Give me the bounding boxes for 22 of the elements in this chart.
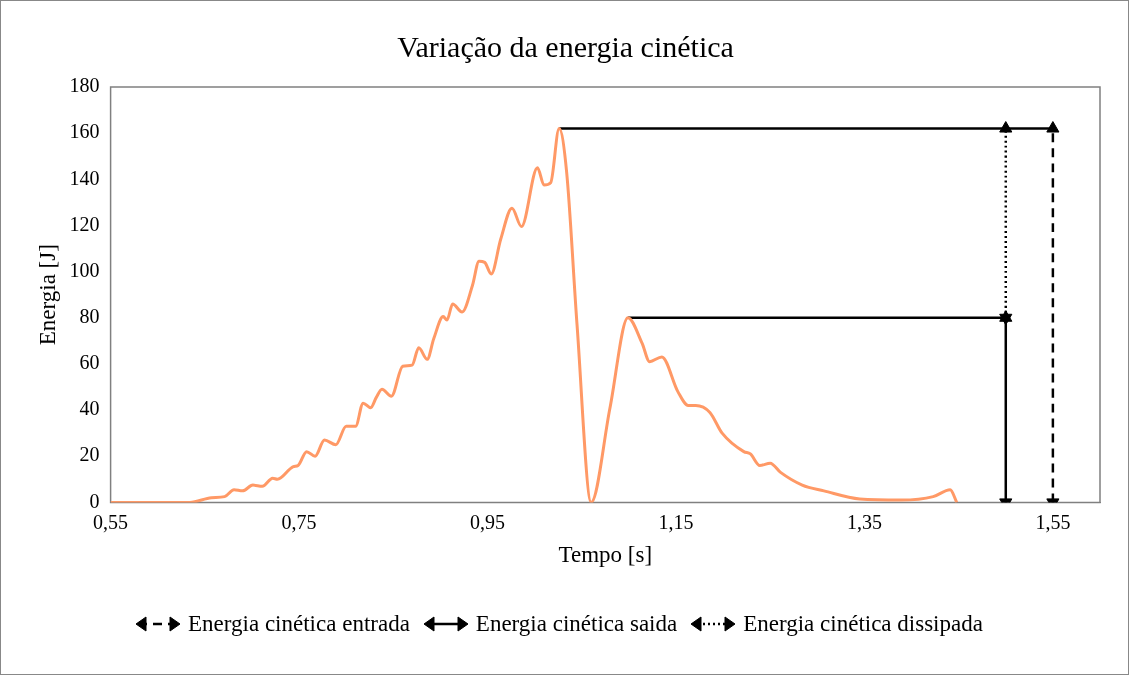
y-tick-label: 20: [79, 443, 100, 466]
x-axis-title: Tempo [s]: [558, 542, 653, 568]
legend-label: Energia cinética saida: [475, 610, 678, 636]
y-tick-label: 40: [79, 397, 100, 420]
x-tick-label: 0,95: [470, 510, 506, 533]
y-axis-title: Energia [J]: [34, 244, 60, 346]
x-tick-label: 1,35: [846, 510, 882, 533]
x-tick-label: 1,15: [658, 510, 694, 533]
x-tick-label: 0,55: [93, 510, 129, 533]
x-tick-label: 0,75: [281, 510, 317, 533]
y-tick-label: 60: [79, 351, 100, 374]
y-tick-label: 180: [69, 74, 100, 97]
chart-title: Variação da energia cinética: [397, 29, 734, 63]
y-tick-label: 120: [69, 212, 100, 235]
y-tick-label: 80: [79, 305, 100, 328]
y-tick-label: 160: [69, 120, 100, 143]
legend-label: Energia cinética entrada: [188, 610, 410, 636]
y-tick-label: 0: [89, 489, 100, 512]
y-tick-label: 100: [69, 258, 100, 281]
legend-label: Energia cinética dissipada: [743, 610, 983, 636]
x-tick-label: 1,55: [1035, 510, 1071, 533]
y-tick-label: 140: [69, 166, 100, 189]
